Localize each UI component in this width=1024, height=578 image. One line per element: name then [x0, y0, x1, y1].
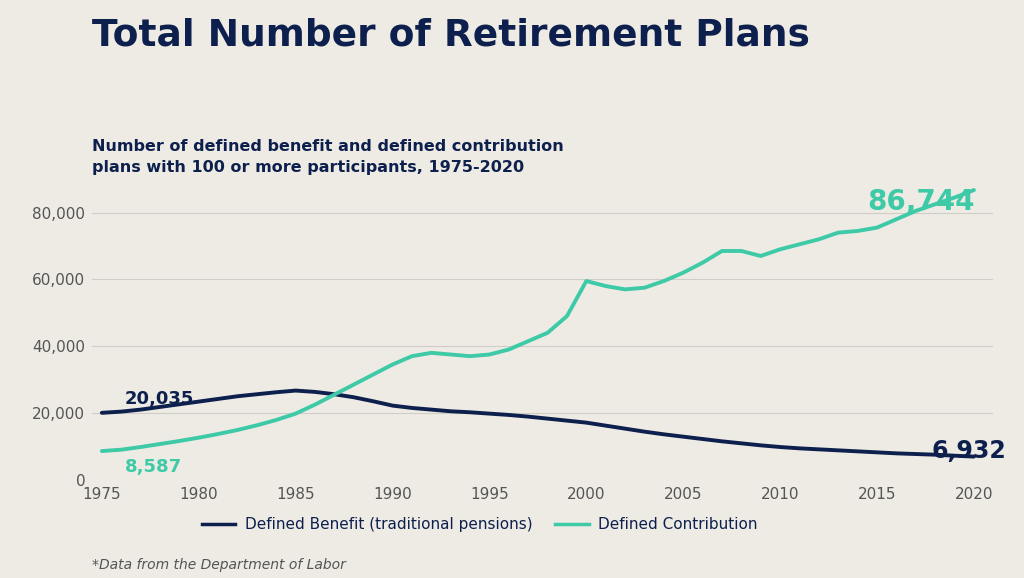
Text: Total Number of Retirement Plans: Total Number of Retirement Plans: [92, 17, 810, 53]
Text: 6,932: 6,932: [931, 439, 1006, 464]
Text: Number of defined benefit and defined contribution
plans with 100 or more partic: Number of defined benefit and defined co…: [92, 139, 564, 175]
Text: 86,744: 86,744: [867, 187, 975, 216]
Text: 20,035: 20,035: [125, 390, 195, 408]
Legend: Defined Benefit (traditional pensions), Defined Contribution: Defined Benefit (traditional pensions), …: [196, 511, 764, 538]
Text: 8,587: 8,587: [125, 458, 182, 476]
Text: *Data from the Department of Labor: *Data from the Department of Labor: [92, 558, 346, 572]
